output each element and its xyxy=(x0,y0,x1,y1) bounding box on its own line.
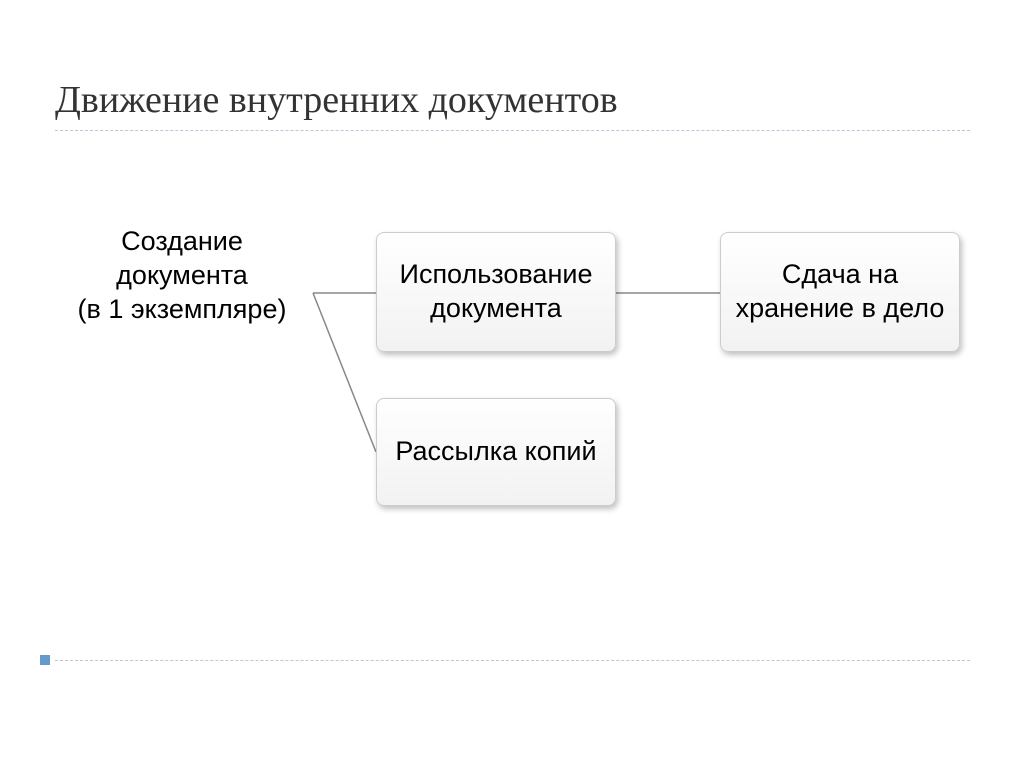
page-title: Движение внутренних документов xyxy=(55,78,618,122)
divider-top xyxy=(55,130,970,131)
divider-bottom xyxy=(55,660,970,661)
node-create: Создание документа(в 1 экземпляре) xyxy=(52,225,312,365)
node-use: Использование документа xyxy=(376,232,616,352)
node-archive: Сдача на хранение в дело xyxy=(720,232,960,352)
bullet-icon xyxy=(40,655,50,665)
node-copies: Рассылка копий xyxy=(376,398,616,506)
